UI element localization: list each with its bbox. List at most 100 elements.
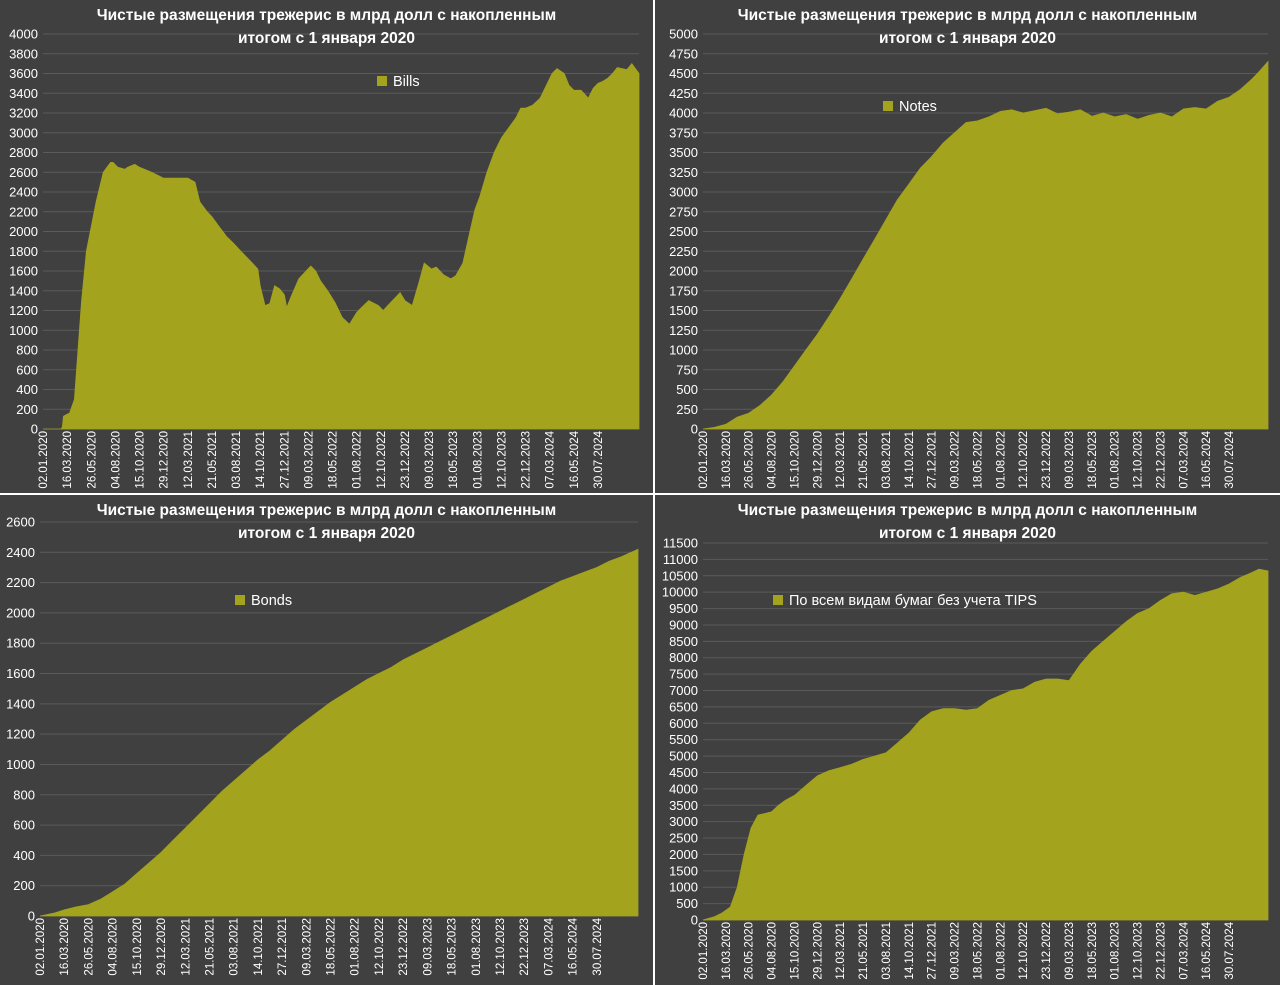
x-tick-label: 07.03.2024 xyxy=(1178,921,1190,979)
y-tick-label: 3200 xyxy=(9,106,38,121)
legend-swatch xyxy=(883,101,893,111)
x-tick-label: 09.03.2023 xyxy=(1064,431,1076,489)
x-tick-label: 29.12.2020 xyxy=(156,918,168,976)
x-tick-label: 18.05.2023 xyxy=(448,431,460,489)
y-tick-label: 10500 xyxy=(662,568,698,583)
y-tick-label: 4500 xyxy=(669,765,698,780)
x-tick-label: 26.05.2020 xyxy=(744,431,756,489)
x-tick-label: 18.05.2023 xyxy=(447,918,459,976)
x-tick-label: 22.12.2023 xyxy=(1155,431,1167,489)
x-tick-label: 26.05.2020 xyxy=(744,922,756,980)
x-tick-label: 02.01.2020 xyxy=(698,431,710,489)
y-tick-label: 750 xyxy=(676,362,698,377)
x-tick-label: 30.07.2024 xyxy=(1224,921,1236,979)
y-tick-label: 3800 xyxy=(9,46,38,61)
y-tick-label: 1400 xyxy=(9,283,38,298)
x-tick-label: 07.03.2024 xyxy=(1178,430,1190,488)
x-tick-label: 03.08.2021 xyxy=(231,431,243,489)
y-tick-label: 4000 xyxy=(9,27,38,42)
y-tick-label: 4250 xyxy=(669,86,698,101)
x-tick-label: 18.05.2023 xyxy=(1087,431,1099,489)
x-tick-label: 12.03.2021 xyxy=(835,922,847,980)
y-tick-label: 1200 xyxy=(6,727,35,742)
y-tick-label: 1400 xyxy=(6,696,35,711)
x-tick-label: 02.01.2020 xyxy=(698,922,710,980)
y-tick-label: 500 xyxy=(676,382,698,397)
x-tick-label: 01.08.2022 xyxy=(995,922,1007,980)
y-tick-label: 2000 xyxy=(669,264,698,279)
y-tick-label: 1750 xyxy=(669,283,698,298)
y-tick-label: 9500 xyxy=(669,601,698,616)
x-tick-label: 12.10.2023 xyxy=(495,918,507,976)
x-tick-label: 12.10.2022 xyxy=(1018,922,1030,980)
y-tick-label: 1000 xyxy=(9,323,38,338)
x-tick-label: 12.10.2023 xyxy=(1133,922,1145,980)
y-tick-label: 1000 xyxy=(669,343,698,358)
x-tick-label: 03.08.2021 xyxy=(229,918,241,976)
chart-legend: Bonds xyxy=(235,593,292,609)
x-tick-label: 21.05.2021 xyxy=(207,431,219,489)
total-chart-panel: 0 500 1000 1500 2000 2500 3000 3500 4000 4500 5000… xyxy=(655,495,1280,985)
y-tick-label: 2600 xyxy=(6,515,35,530)
x-tick-label: 09.03.2023 xyxy=(1064,922,1076,980)
x-tick-label: 27.12.2021 xyxy=(927,431,939,489)
y-tick-label: 6000 xyxy=(669,716,698,731)
x-tick-label: 23.12.2022 xyxy=(1041,922,1053,980)
x-tick-label: 12.03.2021 xyxy=(183,431,195,489)
area-series xyxy=(43,62,640,430)
legend-swatch xyxy=(235,595,245,605)
y-tick-label: 3000 xyxy=(9,125,38,140)
x-tick-label: 26.05.2020 xyxy=(86,431,98,489)
y-tick-label: 3500 xyxy=(669,798,698,813)
x-tick-label: 04.08.2020 xyxy=(110,431,122,489)
bills-chart-panel: 0 200 400 600 800 1000 1200 1400 1600 1800 2000 220… xyxy=(0,0,653,493)
y-tick-label: 3000 xyxy=(669,814,698,829)
x-tick-label: 12.10.2022 xyxy=(374,918,386,976)
y-tick-label: 1500 xyxy=(669,863,698,878)
x-tick-label: 15.10.2020 xyxy=(789,431,801,489)
x-tick-label: 01.08.2023 xyxy=(472,431,484,489)
y-tick-label: 200 xyxy=(13,878,35,893)
x-tick-label: 14.10.2021 xyxy=(904,922,916,980)
x-tick-label: 12.03.2021 xyxy=(180,918,192,976)
y-tick-label: 2600 xyxy=(9,165,38,180)
y-tick-label: 11500 xyxy=(663,536,698,551)
y-tick-label: 2000 xyxy=(9,224,38,239)
chart-legend: По всем видам бумаг без учета TIPS xyxy=(773,593,1037,609)
x-tick-label: 16.03.2020 xyxy=(721,922,733,980)
x-tick-label: 14.10.2021 xyxy=(904,431,916,489)
x-tick-label: 04.08.2020 xyxy=(767,922,779,980)
y-tick-label: 3750 xyxy=(669,125,698,140)
y-tick-label: 0 xyxy=(31,422,38,437)
x-tick-label: 01.08.2022 xyxy=(352,431,364,489)
legend-swatch xyxy=(377,76,387,86)
x-tick-label: 16.05.2024 xyxy=(568,917,580,975)
x-tick-label: 04.08.2020 xyxy=(767,431,779,489)
y-tick-label: 400 xyxy=(16,382,38,397)
x-tick-label: 09.03.2022 xyxy=(301,918,313,976)
x-tick-label: 29.12.2020 xyxy=(812,431,824,489)
x-tick-label: 16.03.2020 xyxy=(721,431,733,489)
y-tick-label: 600 xyxy=(16,362,38,377)
x-tick-label: 22.12.2023 xyxy=(519,918,531,976)
y-tick-label: 2400 xyxy=(6,545,35,560)
x-tick-label: 30.07.2024 xyxy=(593,430,605,488)
x-tick-label: 04.08.2020 xyxy=(108,918,120,976)
x-tick-label: 23.12.2022 xyxy=(1041,431,1053,489)
x-tick-label: 01.08.2023 xyxy=(1110,922,1122,980)
x-tick-label: 27.12.2021 xyxy=(279,431,291,489)
y-tick-label: 4000 xyxy=(669,106,698,121)
y-tick-label: 8000 xyxy=(669,650,698,665)
y-tick-label: 10000 xyxy=(662,585,698,600)
y-tick-label: 3400 xyxy=(9,86,38,101)
x-tick-label: 01.08.2022 xyxy=(995,431,1007,489)
y-tick-label: 9000 xyxy=(669,617,698,632)
legend-label: Bills xyxy=(393,74,420,90)
y-tick-label: 3000 xyxy=(669,185,698,200)
x-tick-label: 18.05.2022 xyxy=(328,431,340,489)
x-tick-label: 12.10.2023 xyxy=(496,431,508,489)
x-tick-label: 09.03.2023 xyxy=(424,431,436,489)
x-tick-label: 21.05.2021 xyxy=(204,918,216,976)
y-tick-label: 2800 xyxy=(9,145,38,160)
